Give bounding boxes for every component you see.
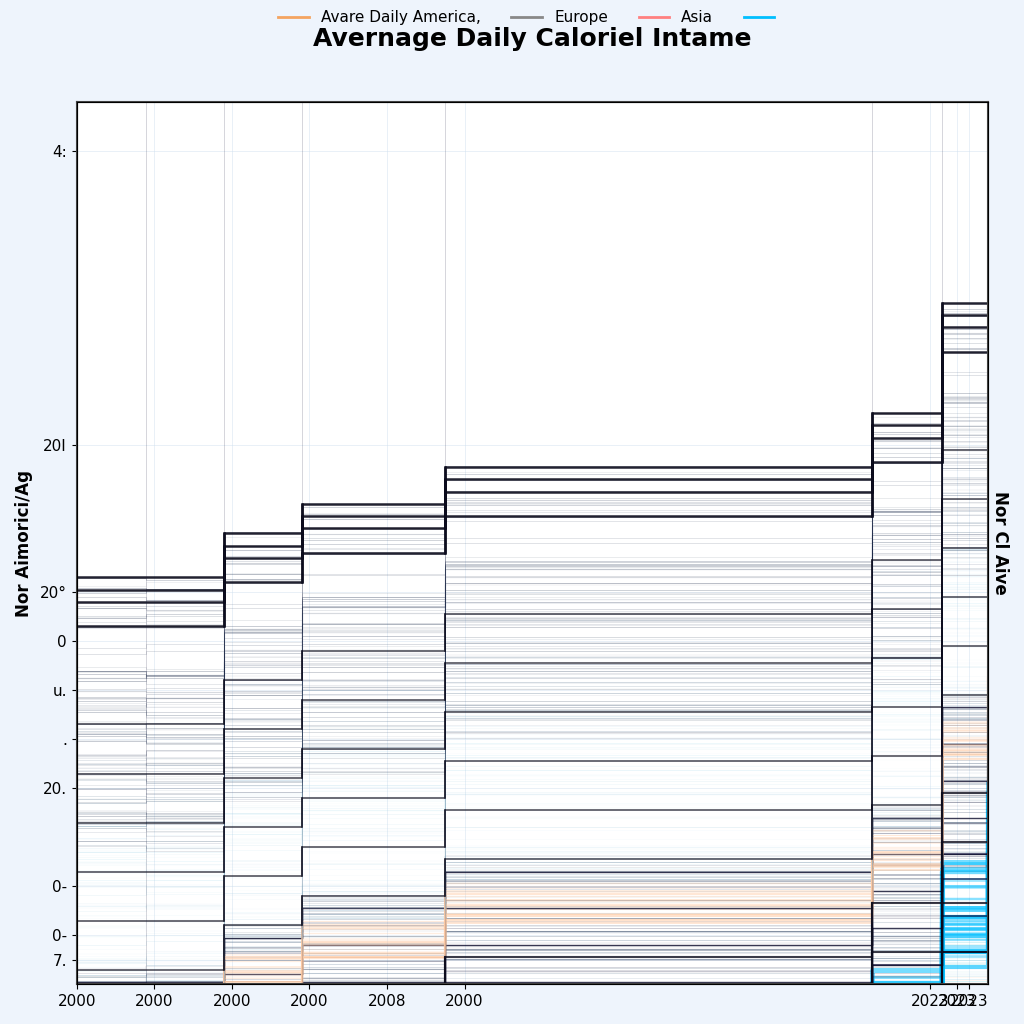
Y-axis label: Nor Cl Aive: Nor Cl Aive <box>991 492 1009 595</box>
Title: Avernage Daily Caloriel Intame: Avernage Daily Caloriel Intame <box>313 28 752 51</box>
Y-axis label: Nor Aimorici/Ag: Nor Aimorici/Ag <box>15 470 33 616</box>
Legend: Avare Daily America,, Europe, Asia, : Avare Daily America,, Europe, Asia, <box>272 4 793 31</box>
